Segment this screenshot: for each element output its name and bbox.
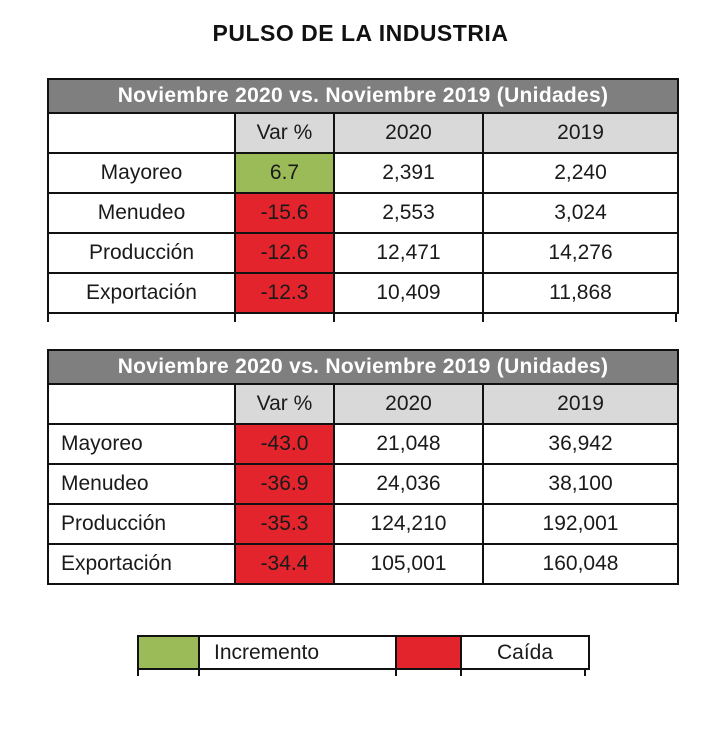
row-label: Exportación [47,272,236,314]
var-pct-cell: -36.9 [234,463,335,505]
var-pct-cell: -12.6 [234,232,335,274]
column-header-blank [47,383,236,425]
column-header-2020: 2020 [333,383,484,425]
table-row-produccion: Producción -35.3 124,210 192,001 [47,503,680,545]
var-pct-cell: -12.3 [234,272,335,314]
value-2020-cell: 2,391 [333,152,484,194]
table-title: Noviembre 2020 vs. Noviembre 2019 (Unida… [46,78,680,114]
value-2019-cell: 38,100 [481,463,680,505]
column-header-row: Var % 2020 2019 [47,112,680,154]
value-2020-cell: 12,471 [333,232,484,274]
column-header-var-pct: Var % [234,112,335,154]
column-header-blank [47,112,236,154]
table-row-menudeo: Menudeo -15.6 2,553 3,024 [47,192,680,234]
value-2020-cell: 21,048 [333,423,484,465]
var-pct-cell: -34.4 [234,543,335,585]
column-header-2019: 2019 [481,112,680,154]
column-header-var-pct: Var % [234,383,335,425]
row-label: Producción [47,232,236,274]
cropped-row-artifact [137,670,590,676]
value-2020-cell: 10,409 [333,272,484,314]
row-label: Mayoreo [47,423,236,465]
value-2019-cell: 14,276 [481,232,680,274]
column-header-row: Var % 2020 2019 [47,383,680,425]
page-title: PULSO DE LA INDUSTRIA [212,20,509,46]
value-2020-cell: 105,001 [333,543,484,585]
table-row-mayoreo: Mayoreo -43.0 21,048 36,942 [47,423,680,465]
units-table-1: Noviembre 2020 vs. Noviembre 2019 (Unida… [46,78,680,322]
row-label: Exportación [47,543,236,585]
column-header-2019: 2019 [481,383,680,425]
row-label: Menudeo [47,192,236,234]
legend: Incremento Caída [137,635,590,670]
value-2020-cell: 24,036 [333,463,484,505]
value-2019-cell: 3,024 [481,192,680,234]
table-title-bar: Noviembre 2020 vs. Noviembre 2019 (Unida… [46,349,680,385]
value-2019-cell: 192,001 [481,503,680,545]
value-2019-cell: 160,048 [481,543,680,585]
legend-decrease-swatch [397,637,462,668]
legend-decrease-label: Caída [496,640,554,664]
legend-increase-label: Incremento [200,637,397,668]
table-row-mayoreo: Mayoreo 6.7 2,391 2,240 [47,152,680,194]
row-label: Menudeo [47,463,236,505]
column-header-2020: 2020 [333,112,484,154]
table-row-produccion: Producción -12.6 12,471 14,276 [47,232,680,274]
var-pct-cell: 6.7 [234,152,335,194]
row-label: Mayoreo [47,152,236,194]
var-pct-cell: -15.6 [234,192,335,234]
value-2019-cell: 36,942 [481,423,680,465]
var-pct-cell: -35.3 [234,503,335,545]
table-title-bar: Noviembre 2020 vs. Noviembre 2019 (Unida… [46,78,680,114]
table-row-menudeo: Menudeo -36.9 24,036 38,100 [47,463,680,505]
units-table-2: Noviembre 2020 vs. Noviembre 2019 (Unida… [46,349,680,585]
table-row-exportacion: Exportación -12.3 10,409 11,868 [47,272,680,314]
value-2019-cell: 11,868 [481,272,680,314]
cropped-row-artifact [47,314,677,322]
row-label: Producción [47,503,236,545]
table-title: Noviembre 2020 vs. Noviembre 2019 (Unida… [46,349,680,385]
legend-increase-swatch [139,637,200,668]
value-2020-cell: 2,553 [333,192,484,234]
value-2020-cell: 124,210 [333,503,484,545]
value-2019-cell: 2,240 [481,152,680,194]
var-pct-cell: -43.0 [234,423,335,465]
table-row-exportacion: Exportación -34.4 105,001 160,048 [47,543,680,585]
